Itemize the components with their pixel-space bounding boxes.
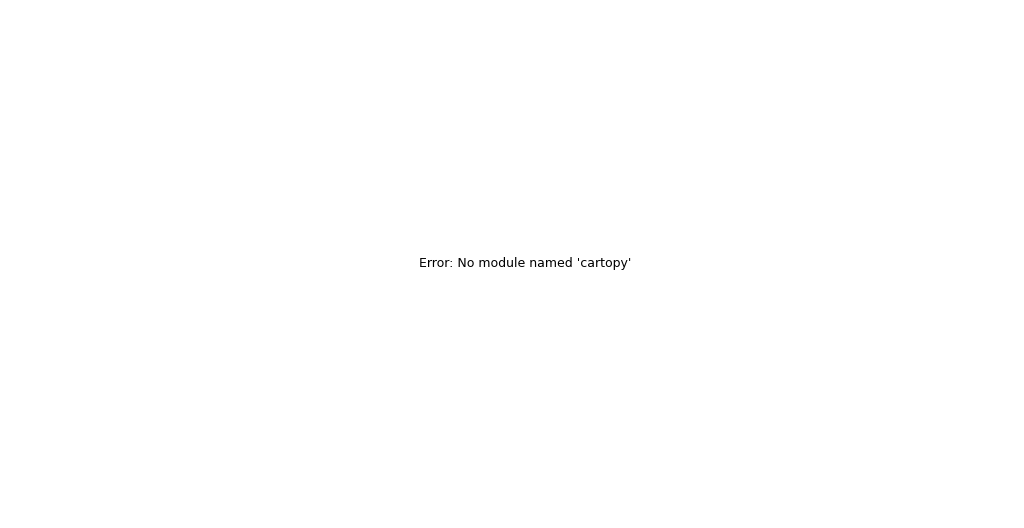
- Text: Error: No module named 'cartopy': Error: No module named 'cartopy': [419, 257, 631, 270]
